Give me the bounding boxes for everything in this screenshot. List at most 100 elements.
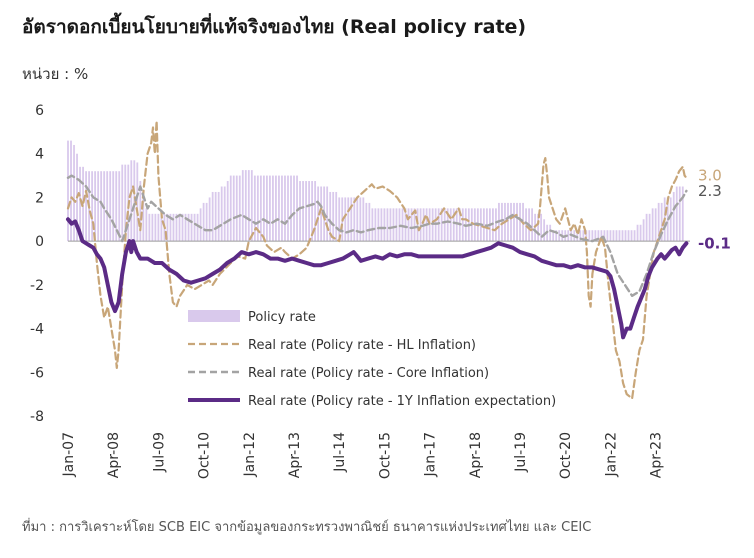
policy-rate-bar bbox=[278, 175, 280, 242]
x-tick-label: Apr-18 bbox=[468, 432, 484, 478]
policy-rate-bar bbox=[353, 197, 356, 242]
policy-rate-bar bbox=[516, 202, 518, 242]
y-tick-label: 6 bbox=[35, 103, 44, 119]
policy-rate-bar bbox=[495, 208, 497, 242]
policy-rate-bar bbox=[202, 202, 205, 242]
policy-rate-bar bbox=[389, 208, 392, 242]
policy-rate-bar bbox=[543, 219, 546, 242]
end-value-label: -0.1 bbox=[698, 234, 731, 252]
policy-rate-bar bbox=[681, 186, 684, 242]
policy-rate-bar bbox=[121, 164, 124, 242]
y-tick-label: 0 bbox=[35, 234, 44, 250]
policy-rate-bar bbox=[290, 175, 292, 242]
policy-rate-bar bbox=[275, 175, 277, 242]
policy-rate-bar bbox=[281, 175, 283, 242]
policy-rate-bar bbox=[362, 197, 365, 242]
policy-rate-bar bbox=[383, 208, 386, 242]
policy-rate-bar bbox=[269, 175, 271, 242]
x-tick-label: Apr-08 bbox=[106, 432, 122, 478]
y-tick-label: -8 bbox=[30, 409, 44, 425]
policy-rate-bar bbox=[591, 230, 594, 242]
policy-rate-bar bbox=[238, 175, 241, 242]
policy-rate-bar bbox=[133, 160, 136, 242]
policy-rate-bar bbox=[428, 208, 431, 242]
policy-rate-bar bbox=[272, 175, 274, 242]
policy-rate-bar bbox=[419, 208, 422, 242]
policy-rate-bar bbox=[335, 191, 338, 242]
policy-rate-bar bbox=[507, 202, 509, 242]
policy-rate-bar bbox=[145, 208, 148, 242]
policy-rate-bar bbox=[299, 181, 301, 242]
policy-rate-bar bbox=[639, 224, 642, 242]
policy-rate-bar bbox=[85, 171, 87, 242]
y-tick-label: 4 bbox=[35, 147, 44, 163]
legend-label: Real rate (Policy rate - 1Y Inflation ex… bbox=[248, 394, 556, 409]
policy-rate-bar bbox=[259, 175, 262, 242]
policy-rate-bar bbox=[220, 186, 223, 242]
x-tick-label: Apr-23 bbox=[649, 432, 665, 478]
policy-rate-bar bbox=[166, 213, 169, 242]
policy-rate-bar bbox=[404, 208, 407, 242]
policy-rate-bar bbox=[606, 230, 609, 242]
policy-rate-bar bbox=[440, 208, 443, 242]
policy-rate-bar bbox=[130, 160, 133, 242]
policy-rate-bar bbox=[392, 208, 395, 242]
policy-rate-bar bbox=[552, 230, 555, 242]
hl-inflation-line bbox=[66, 119, 688, 400]
policy-rate-bar bbox=[642, 219, 645, 242]
policy-rate-bar bbox=[320, 186, 323, 242]
x-tick-label: Jan-07 bbox=[61, 432, 77, 477]
policy-rate-bar bbox=[395, 208, 398, 242]
y-tick-label: -6 bbox=[30, 365, 44, 381]
policy-rate-bar bbox=[648, 213, 651, 242]
policy-rate-bar bbox=[380, 208, 383, 242]
policy-rate-bar bbox=[97, 171, 100, 242]
policy-rate-bar bbox=[332, 191, 335, 242]
policy-rate-bar bbox=[67, 140, 69, 242]
policy-rate-bar bbox=[184, 213, 187, 242]
policy-rate-bar bbox=[567, 230, 570, 242]
chart-title: อัตราดอกเบี้ยนโยบายที่แท้จริงของไทย (Rea… bbox=[22, 16, 527, 38]
y-tick-label: 2 bbox=[35, 190, 44, 206]
policy-rate-bar bbox=[112, 171, 115, 242]
policy-rate-bar bbox=[482, 208, 485, 242]
policy-rate-bar bbox=[675, 186, 678, 242]
policy-rate-bar bbox=[199, 208, 202, 242]
policy-rate-bar bbox=[169, 213, 172, 242]
policy-rate-bar bbox=[672, 191, 675, 242]
policy-rate-bar bbox=[142, 197, 145, 242]
policy-rate-bar bbox=[344, 197, 347, 242]
policy-rate-bar bbox=[253, 175, 256, 242]
policy-rate-bar bbox=[413, 208, 416, 242]
source-note: ที่มา : การวิเคราะห์โดย SCB EIC จากข้อมู… bbox=[22, 520, 592, 535]
policy-rate-bar bbox=[293, 175, 295, 242]
policy-rate-bar bbox=[296, 175, 298, 242]
policy-rate-bar bbox=[618, 230, 621, 242]
policy-rate-bar bbox=[410, 208, 413, 242]
policy-rate-bar bbox=[368, 202, 371, 242]
x-tick-label: Oct-15 bbox=[377, 432, 393, 479]
y-tick-label: -4 bbox=[30, 322, 44, 338]
policy-rate-bar bbox=[151, 213, 154, 242]
policy-rate-bar bbox=[139, 181, 142, 242]
policy-rate-bar bbox=[660, 202, 663, 242]
legend-label: Real rate (Policy rate - HL Inflation) bbox=[248, 338, 476, 353]
policy-rate-bar bbox=[311, 181, 314, 242]
chart-area: 6 4 2 0 -2 -4 -6 -8 Jan-07 Apr-08 Jul-09 Oct-10 Jan-… bbox=[30, 103, 731, 479]
policy-rate-bar bbox=[154, 213, 157, 242]
policy-rate-bar bbox=[109, 171, 112, 242]
policy-rate-bar bbox=[657, 202, 660, 242]
policy-rate-bar bbox=[452, 208, 455, 242]
policy-rate-bar bbox=[582, 230, 585, 242]
policy-rate-bar bbox=[79, 166, 81, 242]
policy-rate-bar bbox=[302, 181, 304, 242]
policy-rate-bar bbox=[256, 175, 259, 242]
policy-rate-bar bbox=[612, 230, 615, 242]
y-tick-label: -2 bbox=[30, 278, 44, 294]
policy-rate-bar bbox=[136, 162, 139, 242]
policy-rate-bar bbox=[250, 170, 253, 242]
policy-rate-bar bbox=[645, 213, 648, 242]
policy-rate-bar bbox=[347, 197, 350, 242]
policy-rate-bar bbox=[609, 230, 612, 242]
policy-rate-bar bbox=[284, 175, 286, 242]
